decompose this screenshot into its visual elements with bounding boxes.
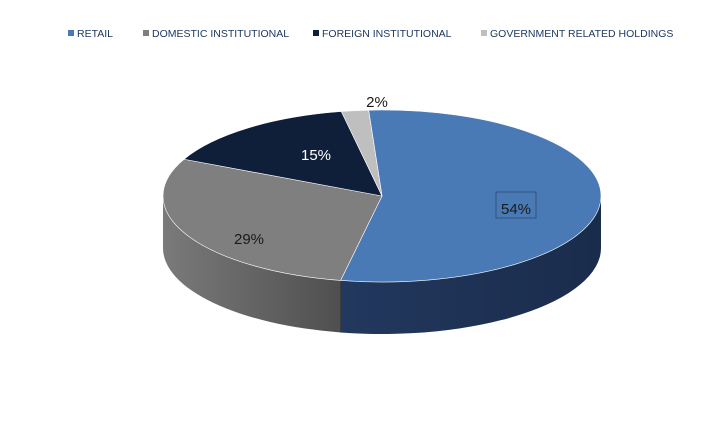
pie-labels: 54% 29% 15% 2% <box>234 94 537 248</box>
data-label-foreign-institutional: 15% <box>301 147 331 164</box>
legend-label-foreign-institutional: FOREIGN INSTITUTIONAL <box>322 28 452 40</box>
slice-government-related-holdings <box>340 109 383 197</box>
legend: RETAIL DOMESTIC INSTITUTIONAL FOREIGN INST… <box>68 28 673 40</box>
slice-domestic-institutional <box>162 158 383 281</box>
data-label-domestic-institutional: 29% <box>234 231 264 248</box>
data-label-government-related-holdings: 2% <box>366 94 388 111</box>
slice-side-retail <box>340 196 601 334</box>
legend-swatch-retail <box>68 30 74 36</box>
slice-retail <box>340 109 602 283</box>
data-label-retail: 54% <box>501 201 531 218</box>
legend-swatch-foreign-institutional <box>313 30 319 36</box>
legend-label-government-related-holdings: GOVERNMENT RELATED HOLDINGS <box>490 28 673 40</box>
pie-tops <box>162 109 602 283</box>
slice-side-domestic-institutional <box>163 196 341 333</box>
slice-foreign-institutional <box>183 111 383 197</box>
legend-label-retail: RETAIL <box>77 28 113 40</box>
data-label-box-retail <box>495 191 537 219</box>
legend-swatch-domestic-institutional <box>143 30 149 36</box>
legend-swatch-government-related-holdings <box>481 30 487 36</box>
pie-sides <box>163 196 601 334</box>
legend-label-domestic-institutional: DOMESTIC INSTITUTIONAL <box>152 28 289 40</box>
